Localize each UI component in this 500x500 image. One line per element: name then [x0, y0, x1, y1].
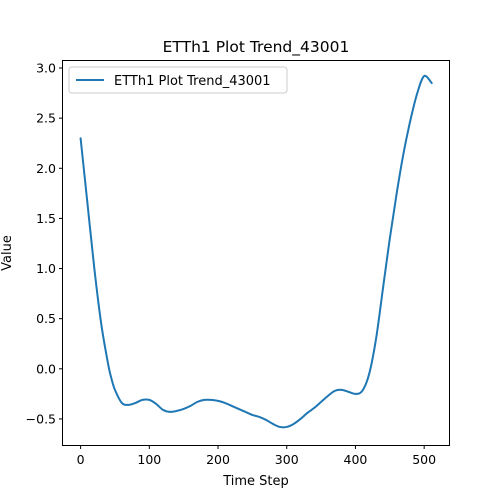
y-tick-label: 1.5 [36, 211, 56, 226]
legend-label: ETTh1 Plot Trend_43001 [114, 74, 271, 89]
y-tick-label: 0.0 [36, 361, 56, 376]
x-axis-label: Time Step [222, 474, 289, 489]
legend: ETTh1 Plot Trend_43001 [68, 66, 288, 94]
y-tick-label: 3.0 [36, 61, 56, 76]
y-tick-label: 2.0 [36, 161, 56, 176]
chart-title: ETTh1 Plot Trend_43001 [163, 38, 350, 57]
y-axis-label: Value [0, 235, 15, 271]
plot-area [79, 74, 433, 429]
axes-frame [62, 60, 450, 446]
legend-box [68, 66, 288, 94]
y-tick-label: −0.5 [26, 411, 56, 426]
y-ticks: −0.5 0.0 0.5 1.0 1.5 2.0 2.5 3.0 [26, 61, 63, 426]
x-tick-label: 300 [275, 452, 299, 467]
x-tick-label: 200 [206, 452, 230, 467]
y-tick-label: 1.0 [36, 261, 56, 276]
x-ticks: 0 100 200 300 400 500 [77, 445, 436, 467]
series-line [79, 74, 433, 429]
x-tick-label: 100 [137, 452, 161, 467]
x-tick-label: 0 [77, 452, 85, 467]
x-tick-label: 500 [412, 452, 436, 467]
y-tick-label: 2.5 [36, 111, 56, 126]
x-tick-label: 400 [344, 452, 368, 467]
y-tick-label: 0.5 [36, 311, 56, 326]
